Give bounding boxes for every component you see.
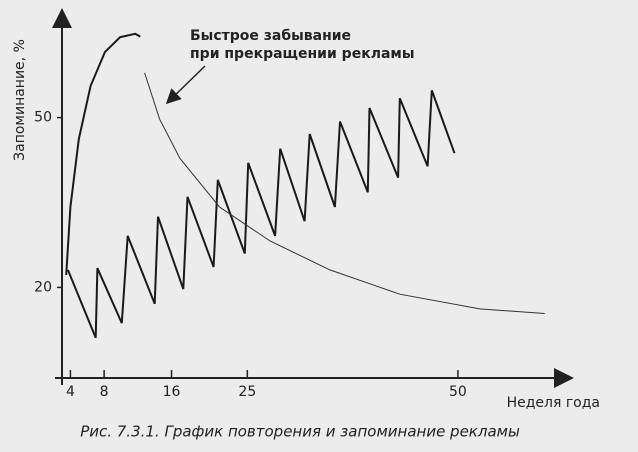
series-line	[65, 32, 141, 276]
x-tick-label: 50	[449, 384, 467, 400]
x-tick-label: 8	[100, 384, 109, 400]
annotation: Быстрое забывание	[190, 28, 351, 44]
y-axis-label: Запоминание, %	[12, 39, 28, 161]
annotation: при прекращении рекламы	[190, 46, 415, 62]
x-tick-label: 16	[163, 384, 181, 400]
series-line	[66, 90, 456, 339]
x-tick-label: 25	[238, 384, 256, 400]
caption: Рис. 7.3.1. График повторения и запомина…	[80, 423, 520, 441]
x-axis-label: Неделя года	[507, 395, 600, 411]
y-tick-label: 20	[34, 279, 52, 295]
annotation-arrow	[165, 65, 206, 105]
y-tick-label: 50	[34, 110, 52, 126]
series-line	[144, 72, 545, 314]
x-tick-label: 4	[66, 384, 75, 400]
